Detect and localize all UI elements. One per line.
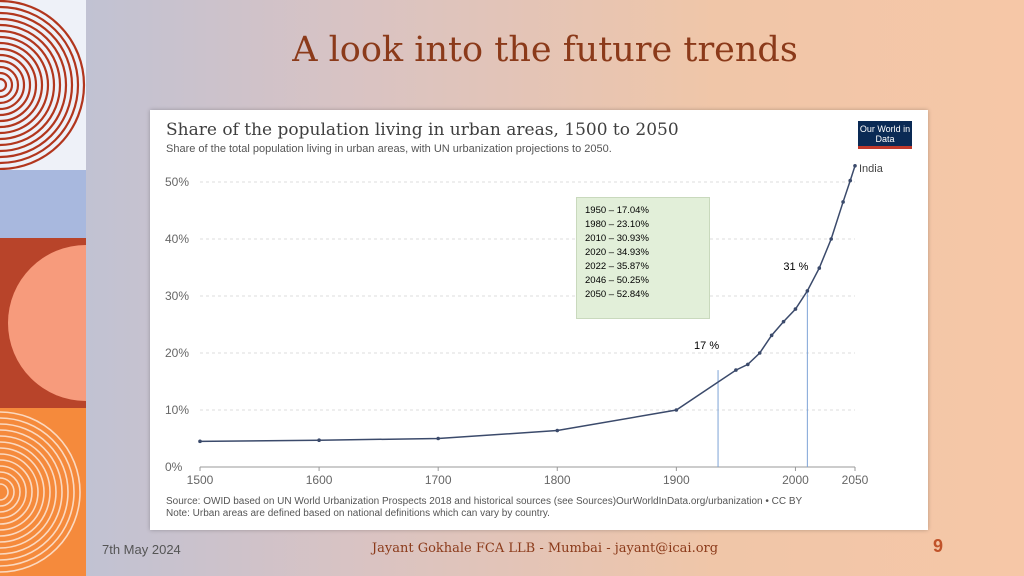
y-tick-label: 50% (165, 175, 189, 189)
series-line-india (199, 165, 856, 443)
x-tick-label: 1900 (663, 473, 690, 487)
x-tick-label: 1700 (425, 473, 452, 487)
side-block-blue (0, 170, 86, 238)
marker-label-2010: 31 % (783, 260, 809, 273)
source-note: Source: OWID based on UN World Urbanizat… (166, 496, 802, 520)
data-point (317, 438, 321, 443)
salmon-circle (8, 245, 86, 401)
y-tick-label: 10% (165, 403, 189, 417)
callout-line: 2020 – 34.93% (585, 247, 649, 258)
x-tick-label: 1500 (187, 473, 214, 487)
data-point (769, 333, 774, 338)
data-point (436, 436, 440, 441)
x-tick-label: 2050 (842, 473, 869, 487)
footer-date: 7th May 2024 (102, 542, 181, 557)
urbanization-line-chart: 0% 10% 20% 30% 40% 50% 1500 1600 1700 1800 1900 200… (165, 163, 884, 487)
data-point (793, 307, 798, 311)
y-tick-label: 40% (165, 232, 189, 246)
series-label-india: India (859, 163, 884, 175)
x-tick-label: 2000 (782, 473, 809, 487)
marker-label-1950: 17 % (694, 340, 720, 353)
chart-subtitle: Share of the total population living in … (166, 143, 612, 155)
callout-line: 2022 – 35.87% (585, 261, 649, 272)
data-point (555, 428, 560, 433)
concentric-arcs-bottom (0, 411, 81, 573)
source-line: Source: OWID based on UN World Urbanizat… (166, 496, 803, 507)
data-point (829, 237, 833, 241)
y-tick-label: 0% (165, 460, 183, 474)
callout-line: 1980 – 23.10% (585, 219, 649, 230)
data-point (841, 200, 845, 204)
concentric-arcs-top (0, 0, 86, 170)
data-point (817, 266, 822, 270)
note-line: Note: Urban areas are defined based on n… (166, 508, 550, 519)
data-point (781, 319, 786, 324)
data-point (674, 408, 679, 412)
chart-title: Share of the population living in urban … (166, 120, 679, 140)
chart-card: 0% 10% 20% 30% 40% 50% 1500 1600 1700 1800 1900 200… (150, 110, 928, 530)
footer-author: Jayant Gokhale FCA LLB - Mumbai - jayant… (371, 541, 719, 556)
callout-box: 1950 – 17.04% 1980 – 23.10% 2010 – 30.93… (576, 197, 710, 319)
callout-line: 2010 – 30.93% (585, 233, 649, 244)
callout-line: 1950 – 17.04% (585, 205, 649, 216)
y-tick-label: 30% (165, 289, 189, 303)
data-point (198, 439, 202, 444)
data-point (746, 362, 750, 367)
data-point (848, 178, 853, 183)
data-point (805, 289, 810, 293)
callout-line: 2046 – 50.25% (585, 275, 649, 286)
page-number: 9 (932, 536, 943, 556)
y-tick-label: 20% (165, 346, 189, 360)
x-tick-label: 1800 (544, 473, 571, 487)
callout-line: 2050 – 52.84% (585, 289, 649, 300)
data-point (734, 368, 738, 372)
decorative-side-band (0, 0, 86, 576)
data-point (757, 351, 762, 355)
owid-logo[interactable]: Our World in Data (858, 121, 912, 149)
data-point (853, 164, 857, 168)
slide-title: A look into the future trends (292, 30, 798, 70)
x-tick-label: 1600 (306, 473, 333, 487)
owid-logo-text: Our World in Data (859, 124, 911, 144)
